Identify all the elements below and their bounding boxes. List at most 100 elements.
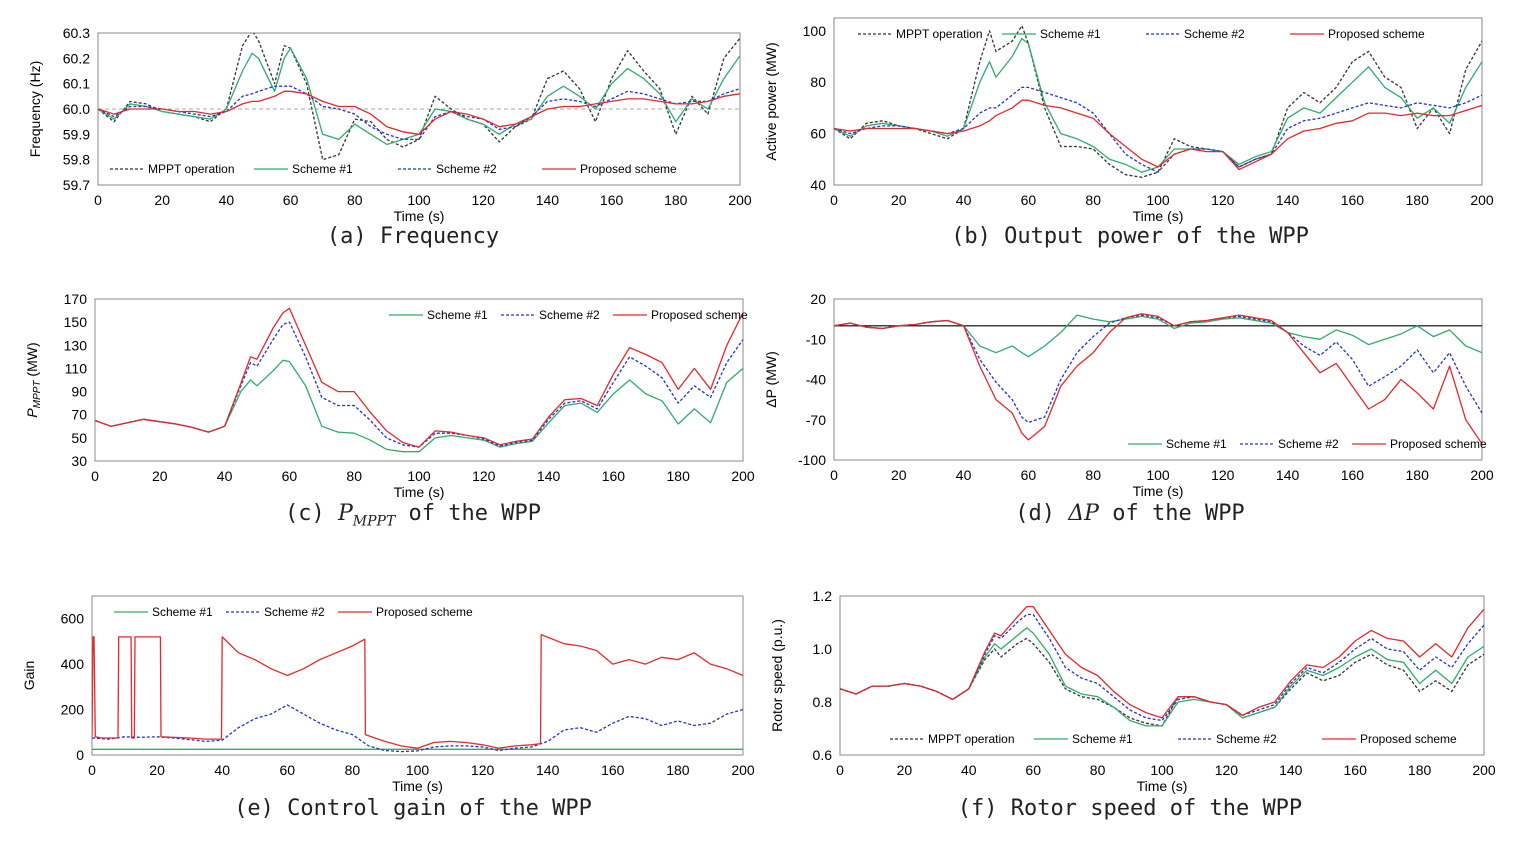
y-tick-label: 0.6 bbox=[813, 747, 833, 763]
series-line-s2 bbox=[92, 704, 743, 753]
x-axis-label: Time (s) bbox=[1137, 778, 1188, 794]
x-tick-label: 80 bbox=[1090, 762, 1106, 778]
x-tick-label: 60 bbox=[280, 762, 296, 778]
chart-f: 0 20 40 60 80 100 120 140 160 180 200 0.6 0.8 1.0 1.2 T… bbox=[769, 588, 1496, 794]
series-line-mppt bbox=[840, 637, 1484, 727]
x-tick-label: 100 bbox=[1146, 467, 1170, 483]
chart-e: 0 20 40 60 80 100 120 140 160 180 200 0 200 400 600 Tim… bbox=[21, 595, 755, 794]
legend-label: Scheme #2 bbox=[1184, 27, 1245, 41]
legend-label: Scheme #2 bbox=[1278, 437, 1339, 451]
legend-label: Proposed scheme bbox=[1390, 437, 1487, 451]
plot-area bbox=[833, 298, 1483, 461]
y-tick-label: -40 bbox=[806, 372, 826, 388]
x-tick-label: 140 bbox=[537, 468, 561, 484]
legend-label: Scheme #1 bbox=[292, 162, 353, 176]
caption-c: (c) PMPPT of the WPP bbox=[284, 501, 541, 530]
x-axis-label: Time (s) bbox=[394, 208, 445, 224]
x-tick-label: 100 bbox=[407, 192, 431, 208]
legend-label: Proposed scheme bbox=[1328, 27, 1425, 41]
series-line-s1 bbox=[98, 47, 740, 146]
legend-label: Scheme #1 bbox=[1072, 732, 1133, 746]
x-tick-label: 120 bbox=[1211, 467, 1235, 483]
x-tick-label: 160 bbox=[1341, 192, 1365, 208]
y-tick-label: 100 bbox=[803, 23, 827, 39]
series-line-s1 bbox=[95, 359, 743, 453]
x-tick-label: 160 bbox=[602, 468, 626, 484]
y-tick-label: 600 bbox=[61, 611, 85, 627]
x-tick-label: 200 bbox=[1472, 762, 1496, 778]
x-tick-label: 0 bbox=[830, 192, 838, 208]
x-tick-label: 140 bbox=[1276, 192, 1300, 208]
x-tick-label: 20 bbox=[891, 467, 907, 483]
x-tick-label: 20 bbox=[149, 762, 165, 778]
y-tick-label: -100 bbox=[798, 452, 826, 468]
series-line-prop bbox=[840, 605, 1484, 719]
y-axis-label: Rotor speed (p.u.) bbox=[769, 619, 785, 732]
x-tick-label: 200 bbox=[1470, 192, 1494, 208]
y-tick-label: 60.0 bbox=[63, 101, 90, 117]
y-tick-label: -70 bbox=[806, 412, 826, 428]
x-tick-label: 40 bbox=[214, 762, 230, 778]
x-tick-label: 40 bbox=[956, 467, 972, 483]
chart-c: 0 20 40 60 80 100 120 140 160 180 200 30 50 70 90 110 13… bbox=[24, 291, 755, 500]
y-axis-label: Gain bbox=[21, 661, 37, 691]
series-line-s2 bbox=[834, 86, 1482, 173]
y-tick-label: 1.0 bbox=[813, 641, 833, 657]
x-tick-label: 160 bbox=[1341, 467, 1365, 483]
y-axis-label: ΔP (MW) bbox=[763, 351, 779, 408]
caption-b: (b) Output power of the WPP bbox=[951, 224, 1309, 249]
x-tick-label: 0 bbox=[88, 762, 96, 778]
plot-area bbox=[833, 17, 1483, 186]
x-tick-label: 200 bbox=[731, 468, 755, 484]
x-tick-label: 80 bbox=[347, 192, 363, 208]
legend-label: Proposed scheme bbox=[651, 308, 748, 322]
series-line-prop bbox=[92, 633, 743, 749]
series-line-prop bbox=[834, 99, 1482, 171]
x-tick-label: 0 bbox=[91, 468, 99, 484]
y-tick-label: 59.8 bbox=[63, 152, 90, 168]
caption-d: (d) ΔP of the WPP bbox=[1015, 501, 1245, 526]
series-line-s1 bbox=[840, 627, 1484, 727]
x-tick-label: 80 bbox=[1085, 467, 1101, 483]
y-tick-label: 170 bbox=[64, 291, 88, 307]
legend-label: Proposed scheme bbox=[580, 162, 677, 176]
x-axis-label: Time (s) bbox=[392, 778, 443, 794]
x-tick-label: 140 bbox=[1279, 762, 1303, 778]
caption-f: (f) Rotor speed of the WPP bbox=[957, 796, 1303, 821]
x-tick-label: 180 bbox=[1408, 762, 1432, 778]
y-tick-label: 20 bbox=[810, 291, 826, 307]
legend-label: MPPT operation bbox=[928, 732, 1015, 746]
y-tick-label: 30 bbox=[71, 453, 87, 469]
legend-label: Proposed scheme bbox=[376, 605, 473, 619]
x-tick-label: 120 bbox=[1215, 762, 1239, 778]
x-tick-label: 100 bbox=[407, 468, 431, 484]
x-tick-label: 40 bbox=[961, 762, 977, 778]
caption-e: (e) Control gain of the WPP bbox=[234, 796, 592, 821]
y-tick-label: 50 bbox=[71, 430, 87, 446]
x-axis-label: Time (s) bbox=[1133, 208, 1184, 224]
x-tick-label: 120 bbox=[472, 468, 496, 484]
legend-label: Scheme #2 bbox=[1216, 732, 1277, 746]
x-axis-label: Time (s) bbox=[394, 484, 445, 500]
x-tick-label: 200 bbox=[731, 762, 755, 778]
y-tick-label: 70 bbox=[71, 407, 87, 423]
x-tick-label: 0 bbox=[836, 762, 844, 778]
x-tick-label: 180 bbox=[667, 468, 691, 484]
x-axis-label: Time (s) bbox=[1133, 483, 1184, 499]
x-tick-label: 80 bbox=[345, 762, 361, 778]
series-line-s2 bbox=[98, 85, 740, 141]
x-tick-label: 140 bbox=[1276, 467, 1300, 483]
x-tick-label: 80 bbox=[1085, 192, 1101, 208]
series-line-mppt bbox=[98, 33, 740, 161]
x-tick-label: 140 bbox=[536, 192, 560, 208]
y-tick-label: 150 bbox=[64, 314, 88, 330]
y-tick-label: 59.7 bbox=[63, 177, 90, 193]
x-tick-label: 60 bbox=[282, 468, 298, 484]
y-tick-label: 60 bbox=[810, 126, 826, 142]
chart-b: 0 20 40 60 80 100 120 140 160 180 200406080100Time… bbox=[763, 17, 1494, 224]
legend-label: Scheme #1 bbox=[427, 308, 488, 322]
legend-label: Proposed scheme bbox=[1360, 732, 1457, 746]
x-tick-label: 20 bbox=[152, 468, 168, 484]
y-tick-label: 80 bbox=[810, 74, 826, 90]
